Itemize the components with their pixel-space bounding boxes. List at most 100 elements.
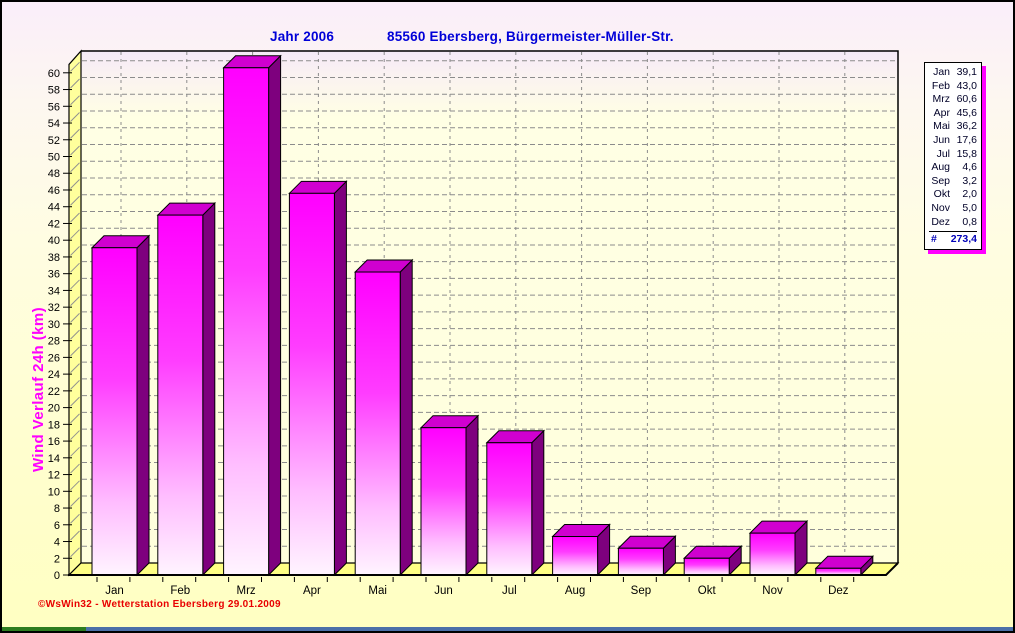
svg-text:22: 22 bbox=[48, 386, 60, 398]
bar-jun bbox=[419, 414, 480, 577]
svg-text:Dez: Dez bbox=[828, 585, 849, 597]
svg-text:58: 58 bbox=[48, 85, 60, 97]
legend-month-label: Okt bbox=[933, 188, 950, 201]
bar-sep bbox=[617, 535, 677, 577]
legend-month-value: 0,8 bbox=[962, 215, 977, 228]
legend-month-label: Mrz bbox=[932, 93, 951, 106]
svg-text:2: 2 bbox=[54, 553, 60, 565]
legend-month-value: 15,8 bbox=[956, 147, 977, 160]
legend-row-feb: Feb 43,0 bbox=[929, 80, 977, 94]
bar-apr bbox=[288, 180, 348, 577]
svg-text:28: 28 bbox=[48, 336, 60, 348]
legend-month-label: Jul bbox=[936, 147, 950, 160]
legend-month-label: Jun bbox=[933, 133, 950, 146]
svg-text:Sep: Sep bbox=[631, 585, 651, 597]
svg-text:42: 42 bbox=[48, 218, 60, 230]
svg-text:Okt: Okt bbox=[698, 585, 717, 597]
x-axis-month-labels: Jan Feb Mrz Apr Mai Jun Jul Aug Sep Okt Nov Dez bbox=[105, 585, 849, 597]
edge-strip-blue bbox=[86, 627, 1013, 631]
svg-text:50: 50 bbox=[48, 152, 60, 164]
copyright-footer: ©WsWin32 - Wetterstation Ebersberg 29.01… bbox=[38, 599, 281, 610]
chart-title-year: Jahr 2006 bbox=[270, 29, 335, 44]
legend-month-label: Feb bbox=[931, 79, 950, 92]
svg-text:46: 46 bbox=[48, 185, 60, 197]
legend-month-label: Jan bbox=[933, 66, 950, 78]
bar-nov bbox=[748, 519, 809, 577]
legend-month-value: 39,1 bbox=[956, 66, 977, 78]
legend-month-label: Apr bbox=[933, 106, 950, 119]
bar-dez bbox=[814, 555, 875, 577]
chart-title-station: 85560 Ebersberg, Bürgermeister-Müller-St… bbox=[387, 29, 674, 44]
svg-text:Jan: Jan bbox=[105, 585, 124, 597]
legend-row-mai: Mai 36,2 bbox=[929, 120, 977, 134]
svg-text:Jul: Jul bbox=[502, 585, 517, 597]
y-axis-ticks bbox=[63, 72, 72, 576]
svg-text:56: 56 bbox=[48, 101, 60, 113]
legend-row-jun: Jun 17,6 bbox=[929, 134, 977, 148]
edge-strip-green bbox=[2, 627, 86, 631]
svg-text:36: 36 bbox=[48, 269, 60, 281]
legend-month-value: 5,0 bbox=[962, 201, 977, 214]
legend-row-dez: Dez 0,8 bbox=[929, 216, 977, 230]
svg-text:26: 26 bbox=[48, 352, 60, 364]
plot-wall-border bbox=[81, 50, 899, 563]
bar-mai bbox=[353, 258, 414, 577]
legend-total-value: 273,4 bbox=[950, 233, 977, 246]
legend-row-mrz: Mrz 60,6 bbox=[929, 93, 978, 107]
bar-jan bbox=[90, 234, 151, 577]
side-wall-grid-dashes bbox=[70, 61, 80, 558]
v-gridlines bbox=[120, 52, 846, 562]
bar-feb bbox=[156, 201, 217, 577]
svg-text:8: 8 bbox=[54, 503, 60, 515]
legend-total-row: # 273,4 bbox=[929, 231, 977, 247]
legend-month-value: 3,2 bbox=[962, 174, 977, 187]
svg-text:30: 30 bbox=[48, 319, 60, 331]
svg-text:18: 18 bbox=[48, 419, 60, 431]
svg-text:Apr: Apr bbox=[303, 585, 321, 597]
monthly-values-legend: Jan 39,1 Feb 43,0 Mrz 60,6 Apr 45,6 Mai 36,2 Jun 17… bbox=[924, 62, 982, 250]
legend-month-label: Aug bbox=[931, 161, 950, 174]
bars bbox=[90, 54, 875, 577]
svg-text:Mai: Mai bbox=[368, 585, 387, 597]
y-axis-tick-labels: 0246810121416182022242628303234363840424… bbox=[48, 68, 60, 582]
svg-text:34: 34 bbox=[48, 285, 60, 297]
svg-text:6: 6 bbox=[54, 520, 60, 532]
legend-total-label: # bbox=[931, 233, 937, 246]
legend-month-label: Dez bbox=[931, 215, 950, 228]
legend-row-nov: Nov 5,0 bbox=[929, 202, 977, 216]
bar-okt bbox=[682, 545, 743, 577]
legend-row-jul: Jul 15,8 bbox=[929, 148, 977, 162]
svg-text:10: 10 bbox=[48, 486, 60, 498]
legend-month-label: Mai bbox=[933, 120, 950, 133]
screen-edge-strip bbox=[2, 627, 1013, 631]
legend-month-value: 60,6 bbox=[956, 93, 977, 106]
bar-jul bbox=[485, 429, 546, 577]
svg-text:14: 14 bbox=[48, 453, 60, 465]
bar-aug bbox=[551, 523, 611, 577]
legend-month-value: 17,6 bbox=[956, 133, 977, 146]
svg-text:60: 60 bbox=[48, 68, 60, 80]
svg-text:Feb: Feb bbox=[170, 585, 190, 597]
legend-rows: Jan 39,1 Feb 43,0 Mrz 60,6 Apr 45,6 Mai 36,2 Jun 17… bbox=[929, 66, 977, 229]
legend-row-aug: Aug 4,6 bbox=[929, 161, 977, 175]
legend-month-label: Nov bbox=[931, 201, 950, 214]
svg-text:12: 12 bbox=[48, 470, 60, 482]
x-axis-ticks bbox=[96, 577, 855, 582]
svg-text:44: 44 bbox=[48, 202, 60, 214]
legend-month-label: Sep bbox=[931, 174, 950, 187]
legend-row-sep: Sep 3,2 bbox=[929, 175, 977, 189]
legend-month-value: 36,2 bbox=[956, 120, 977, 133]
svg-text:32: 32 bbox=[48, 302, 60, 314]
legend-row-jan: Jan 39,1 bbox=[929, 66, 977, 80]
svg-text:4: 4 bbox=[54, 537, 60, 549]
x-axis-line bbox=[68, 562, 899, 576]
svg-text:40: 40 bbox=[48, 235, 60, 247]
svg-text:48: 48 bbox=[48, 168, 60, 180]
svg-text:0: 0 bbox=[54, 570, 60, 582]
svg-text:Nov: Nov bbox=[762, 585, 783, 597]
svg-text:Jun: Jun bbox=[434, 585, 453, 597]
legend-month-value: 2,0 bbox=[962, 188, 977, 201]
svg-text:54: 54 bbox=[48, 118, 60, 130]
